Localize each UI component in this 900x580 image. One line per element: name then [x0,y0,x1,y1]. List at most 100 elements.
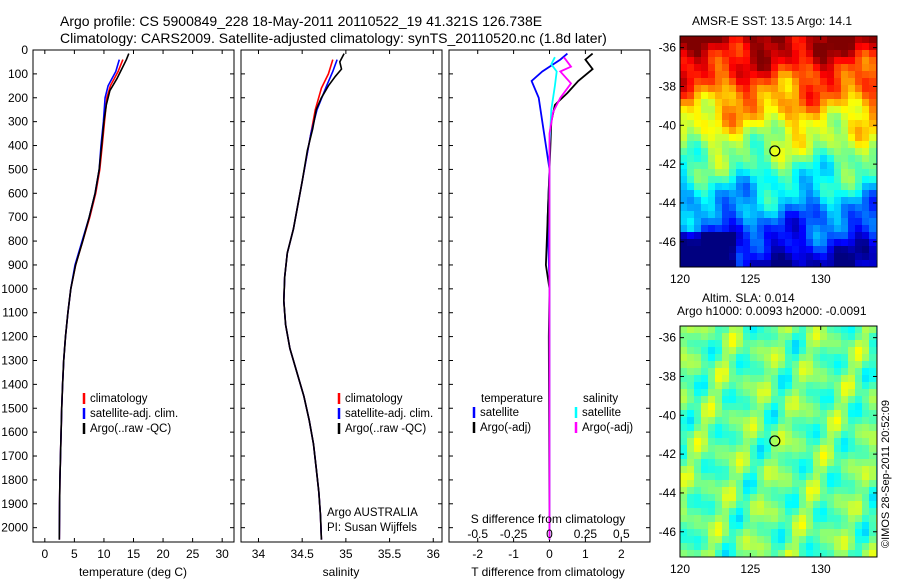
heatmap-cell [708,43,716,51]
heatmap-cell [722,515,730,523]
heatmap-cell [834,550,842,557]
heatmap-cell [778,190,786,198]
heatmap-cell [862,176,870,184]
heatmap-cell [862,218,870,226]
heatmap-cell [806,99,814,107]
heatmap-cell [743,218,751,226]
heatmap-cell [862,92,870,100]
heatmap-cell [855,494,863,502]
heatmap-cell [841,382,849,390]
heatmap-cell [764,239,772,247]
heatmap-cell [841,326,849,334]
heatmap-cell [687,550,695,557]
heatmap-cell [757,452,765,460]
heatmap-cell [764,480,772,488]
heatmap-cell [869,260,877,267]
heatmap-cell [715,403,723,411]
heatmap-cell [792,550,800,557]
heatmap-cell [680,239,688,247]
heatmap-cell [708,382,716,390]
heatmap-cell [687,36,695,44]
heatmap-cell [862,410,870,418]
heatmap-cell [820,431,828,439]
heatmap-cell [722,396,730,404]
heatmap-cell [813,501,821,509]
heatmap-cell [736,99,744,107]
salinity-diff-tick-label: 0.25 [574,527,598,541]
heatmap-cell [708,169,716,177]
heatmap-cell [729,85,737,93]
heatmap-cell [820,522,828,530]
heatmap-cell [799,57,807,65]
heatmap-cell [806,473,814,481]
heatmap-cell [799,536,807,544]
heatmap-cell [799,260,807,267]
heatmap-cell [862,508,870,516]
x-tick-label: -1 [508,547,519,561]
heatmap-cell [680,438,688,446]
heatmap-cell [778,529,786,537]
heatmap-cell [869,480,877,488]
heatmap-cell [869,487,877,495]
heatmap-cell [869,134,877,142]
heatmap-cell [799,253,807,261]
heatmap-cell [736,43,744,51]
heatmap-cell [701,36,709,44]
heatmap-cell [785,333,793,341]
heatmap-cell [708,543,716,551]
heatmap-cell [778,347,786,355]
heatmap-cell [778,431,786,439]
heatmap-cell [771,260,779,267]
heatmap-cell [694,134,702,142]
heatmap-cell [708,204,716,212]
heatmap-cell [869,508,877,516]
heatmap-cell [827,120,835,128]
heatmap-cell [729,134,737,142]
heatmap-cell [841,522,849,530]
heatmap-cell [799,382,807,390]
heatmap-cell [722,354,730,362]
heatmap-cell [827,361,835,369]
heatmap-cell [848,218,856,226]
heatmap-cell [827,389,835,397]
x-tick-label: 36 [427,547,441,561]
heatmap-cell [757,71,765,79]
heatmap-cell [855,487,863,495]
heatmap-cell [764,64,772,72]
heatmap-cell [855,57,863,65]
heatmap-cell [694,403,702,411]
heatmap-cell [841,501,849,509]
heatmap-cell [806,417,814,425]
heatmap-cell [869,396,877,404]
heatmap-cell [722,424,730,432]
heatmap-cell [757,183,765,191]
legend-title: temperature [481,393,543,405]
heatmap-cell [848,466,856,474]
heatmap-cell [820,239,828,247]
heatmap-cell [841,438,849,446]
heatmap-cell [806,438,814,446]
heatmap-cell [841,232,849,240]
heatmap-cell [869,218,877,226]
heatmap-cell [722,494,730,502]
heatmap-cell [736,522,744,530]
heatmap-cell [715,361,723,369]
heatmap-cell [799,204,807,212]
x-tick-label: 0 [546,547,553,561]
heatmap-cell [855,389,863,397]
heatmap-cell [764,106,772,114]
heatmap-cell [757,368,765,376]
heatmap-cell [813,253,821,261]
heatmap-cell [869,389,877,397]
heatmap-cell [701,204,709,212]
heatmap-cell [687,368,695,376]
heatmap-cell [785,232,793,240]
heatmap-cell [729,148,737,156]
heatmap-cell [834,536,842,544]
heatmap-cell [757,225,765,233]
heatmap-cell [778,459,786,467]
heatmap-cell [736,515,744,523]
heatmap-cell [680,494,688,502]
heatmap-cell [841,197,849,205]
heatmap-cell [729,127,737,135]
